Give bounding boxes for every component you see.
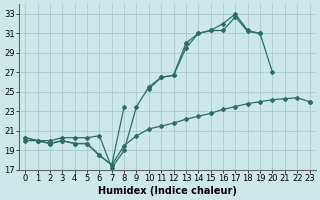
X-axis label: Humidex (Indice chaleur): Humidex (Indice chaleur) [98,186,237,196]
